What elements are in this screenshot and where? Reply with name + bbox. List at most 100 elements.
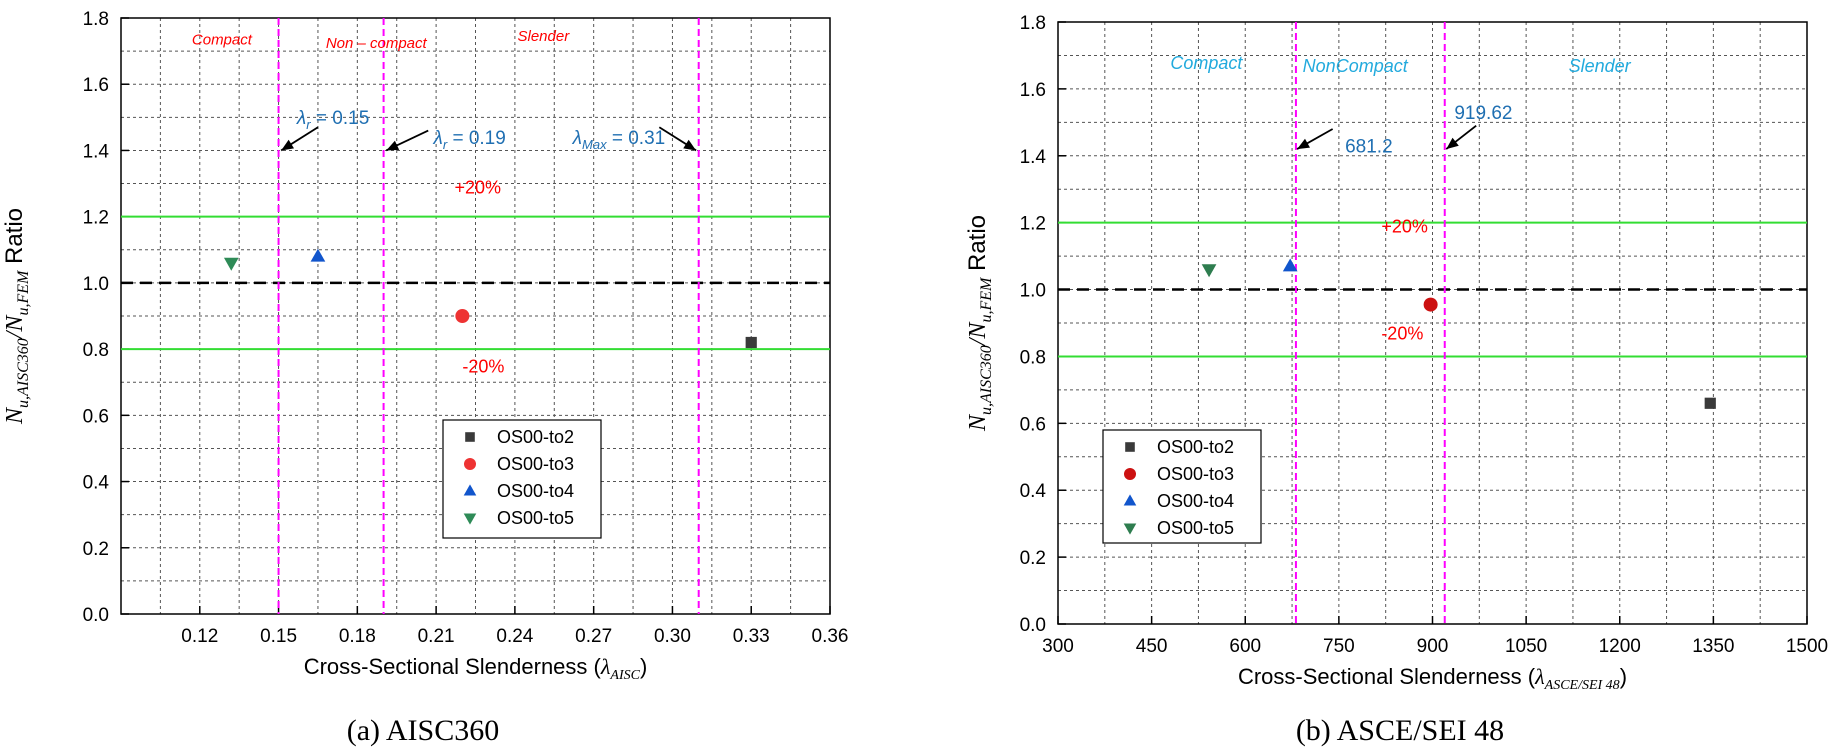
limit-label: λr = 0.19 bbox=[432, 128, 505, 152]
x-axis-ticks: 300 450 600 750 900 1050 1200 1350 1500 bbox=[1042, 616, 1828, 657]
chart-panel-a: (a) AISC360 0.12 0.15 0.18 0.21 0.24 0.27 0.30… bbox=[1, 9, 848, 747]
band-label: +20% bbox=[1381, 217, 1428, 237]
y-tick-label: 1.8 bbox=[83, 9, 109, 30]
y-axis-label-tail: Ratio bbox=[964, 215, 991, 278]
annotation-arrowhead bbox=[1297, 138, 1310, 150]
annotation-arrowhead bbox=[1446, 137, 1459, 150]
legend-label: OS00-to2 bbox=[497, 427, 574, 447]
limit-label-value: 681.2 bbox=[1345, 136, 1393, 157]
y-tick-label: 1.2 bbox=[1020, 214, 1046, 235]
limit-label-value: = 0.31 bbox=[607, 128, 666, 149]
limit-label: 681.2 bbox=[1345, 136, 1393, 157]
y-axis-label: Nu,AISC360/Nu,FEM Ratio bbox=[964, 215, 995, 432]
x-axis-label: Cross-Sectional Slenderness (λASCE/SEI 4… bbox=[1238, 664, 1627, 693]
data-point bbox=[455, 309, 470, 323]
limit-label-subscript: r bbox=[306, 117, 311, 132]
legend-marker bbox=[1123, 523, 1137, 535]
annotation-arrowhead bbox=[683, 139, 697, 151]
limit-label-value: = 0.15 bbox=[311, 108, 370, 129]
y-tick-label: 0.6 bbox=[83, 406, 109, 427]
x-tick-label: 1050 bbox=[1505, 636, 1547, 657]
caption-a: (a) AISC360 bbox=[347, 714, 500, 747]
limit-label-value: 919.62 bbox=[1454, 103, 1512, 124]
legend-marker bbox=[1124, 468, 1136, 480]
region-label: NonCompact bbox=[1303, 56, 1409, 76]
y-axis-label-n1: N bbox=[965, 413, 991, 432]
caption-b: (b) ASCE/SEI 48 bbox=[1296, 714, 1504, 747]
legend-label: OS00-to3 bbox=[1157, 464, 1234, 484]
data-point bbox=[1423, 297, 1438, 312]
x-axis-label-text: Cross-Sectional Slenderness ( bbox=[1238, 664, 1536, 689]
x-axis-label-tail: ) bbox=[1620, 664, 1627, 689]
y-tick-label: 1.4 bbox=[1020, 147, 1047, 168]
series-OS00-to5 bbox=[1201, 264, 1217, 278]
limit-label-subscript: r bbox=[443, 137, 448, 152]
data-point bbox=[1704, 397, 1716, 409]
x-tick-label: 0.18 bbox=[339, 626, 376, 647]
series-OS00-to2 bbox=[745, 336, 757, 349]
x-tick-label: 1500 bbox=[1786, 636, 1828, 657]
y-tick-label: 0.0 bbox=[1020, 615, 1046, 636]
band-label: +20% bbox=[454, 177, 501, 197]
legend-marker bbox=[464, 458, 476, 470]
series-OS00-to5 bbox=[223, 257, 239, 271]
limit-label-value: = 0.19 bbox=[447, 128, 506, 149]
y-tick-label: 0.0 bbox=[83, 605, 109, 626]
y-axis-ticks: 0.0 0.2 0.4 0.6 0.8 1.0 1.2 1.4 1.6 1.8 bbox=[1020, 13, 1066, 636]
legend-label: OS00-to3 bbox=[497, 454, 574, 474]
band-label: -20% bbox=[1381, 324, 1423, 344]
limit-label: 919.62 bbox=[1454, 103, 1512, 124]
series-OS00-to4 bbox=[310, 248, 326, 262]
x-tick-label: 0.27 bbox=[575, 626, 612, 647]
legend-marker bbox=[463, 513, 477, 525]
legend-label: OS00-to4 bbox=[497, 481, 574, 501]
y-axis-label-sub2: u,FEM bbox=[15, 269, 32, 316]
x-tick-label: 0.12 bbox=[181, 626, 218, 647]
data-point bbox=[745, 336, 757, 349]
x-tick-label: 0.24 bbox=[496, 626, 533, 647]
series-OS00-to2 bbox=[1704, 397, 1716, 409]
x-tick-label: 450 bbox=[1136, 636, 1168, 657]
y-tick-label: 1.4 bbox=[83, 141, 110, 162]
x-tick-label: 1350 bbox=[1692, 636, 1734, 657]
y-tick-label: 1.8 bbox=[1020, 13, 1046, 34]
limit-label-subscript: Max bbox=[582, 137, 607, 152]
x-tick-label: 0.15 bbox=[260, 626, 297, 647]
region-label: Compact bbox=[192, 31, 253, 48]
x-tick-label: 0.36 bbox=[812, 626, 849, 647]
annotation-arrowhead bbox=[281, 139, 295, 151]
limit-label-symbol: λ bbox=[572, 128, 582, 149]
legend-marker bbox=[465, 432, 475, 442]
series-OS00-to3 bbox=[455, 309, 470, 323]
x-tick-label: 900 bbox=[1417, 636, 1449, 657]
legend-label: OS00-to4 bbox=[1157, 491, 1234, 511]
legend-marker bbox=[463, 484, 477, 496]
y-axis-label-n2: /N bbox=[2, 314, 28, 341]
series-OS00-to3 bbox=[1423, 297, 1438, 312]
y-tick-label: 0.4 bbox=[83, 473, 110, 494]
x-tick-label: 0.21 bbox=[418, 626, 455, 647]
x-tick-label: 1200 bbox=[1599, 636, 1641, 657]
legend: OS00-to2 OS00-to3 OS00-to4 OS00-to5 bbox=[1102, 429, 1262, 544]
plot-frame bbox=[120, 17, 831, 615]
x-axis-label-text: Cross-Sectional Slenderness ( bbox=[304, 654, 602, 679]
y-tick-label: 0.6 bbox=[1020, 414, 1046, 435]
x-tick-label: 0.30 bbox=[654, 626, 691, 647]
x-axis-ticks: 0.12 0.15 0.18 0.21 0.24 0.27 0.30 0.33 0.36 bbox=[181, 606, 848, 647]
y-tick-label: 1.6 bbox=[83, 75, 109, 96]
limit-label-symbol: λ bbox=[296, 108, 306, 129]
region-label: Non – compact bbox=[326, 35, 428, 52]
y-tick-label: 0.4 bbox=[1020, 481, 1047, 502]
data-point bbox=[1201, 264, 1217, 278]
data-point bbox=[310, 248, 326, 262]
y-tick-label: 0.8 bbox=[83, 340, 109, 361]
y-tick-label: 1.0 bbox=[1020, 281, 1046, 302]
x-axis-label-subscript: ASCE/SEI 48 bbox=[1544, 678, 1620, 693]
y-tick-label: 1.6 bbox=[1020, 80, 1046, 101]
limit-label: λMax = 0.31 bbox=[572, 128, 666, 152]
y-tick-label: 0.8 bbox=[1020, 347, 1046, 368]
y-axis-label-tail: Ratio bbox=[1, 208, 28, 271]
region-label: Compact bbox=[1170, 53, 1243, 73]
x-axis-label-tail: ) bbox=[640, 654, 647, 679]
